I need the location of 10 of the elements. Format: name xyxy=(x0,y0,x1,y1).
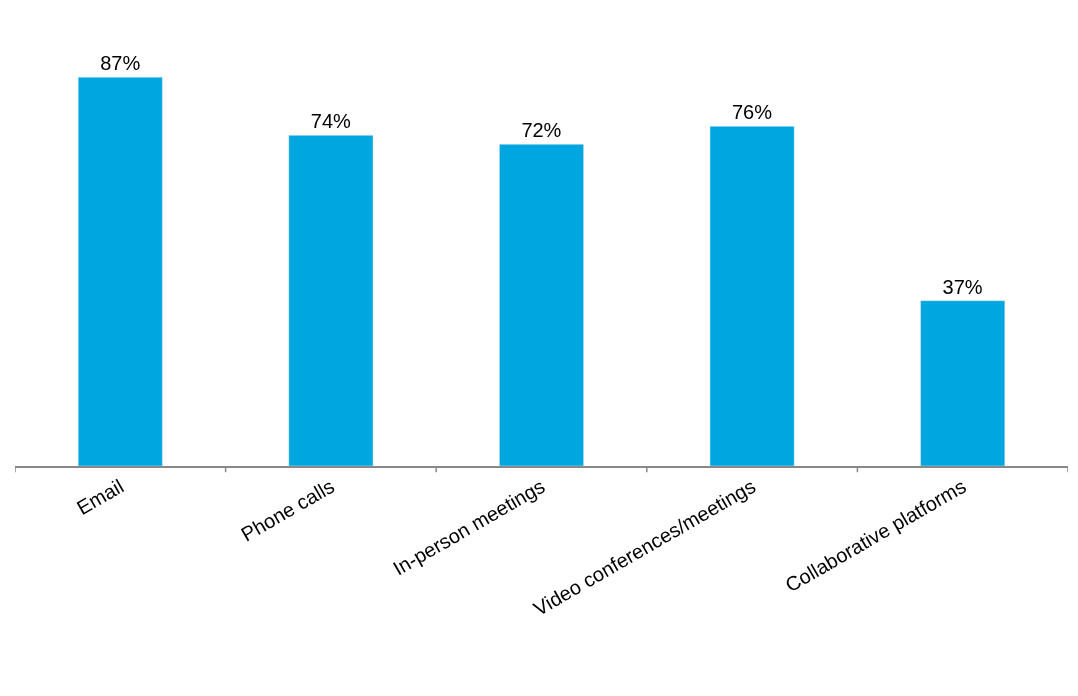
data-label: 76% xyxy=(731,101,773,124)
data-label: 37% xyxy=(942,275,983,298)
bar xyxy=(77,76,163,466)
bar xyxy=(709,126,795,466)
bar xyxy=(499,144,584,466)
bar xyxy=(920,300,1006,466)
bar xyxy=(288,135,374,466)
data-label: 72% xyxy=(521,119,562,142)
data-label: 74% xyxy=(310,110,352,133)
data-label: 87% xyxy=(100,52,141,75)
